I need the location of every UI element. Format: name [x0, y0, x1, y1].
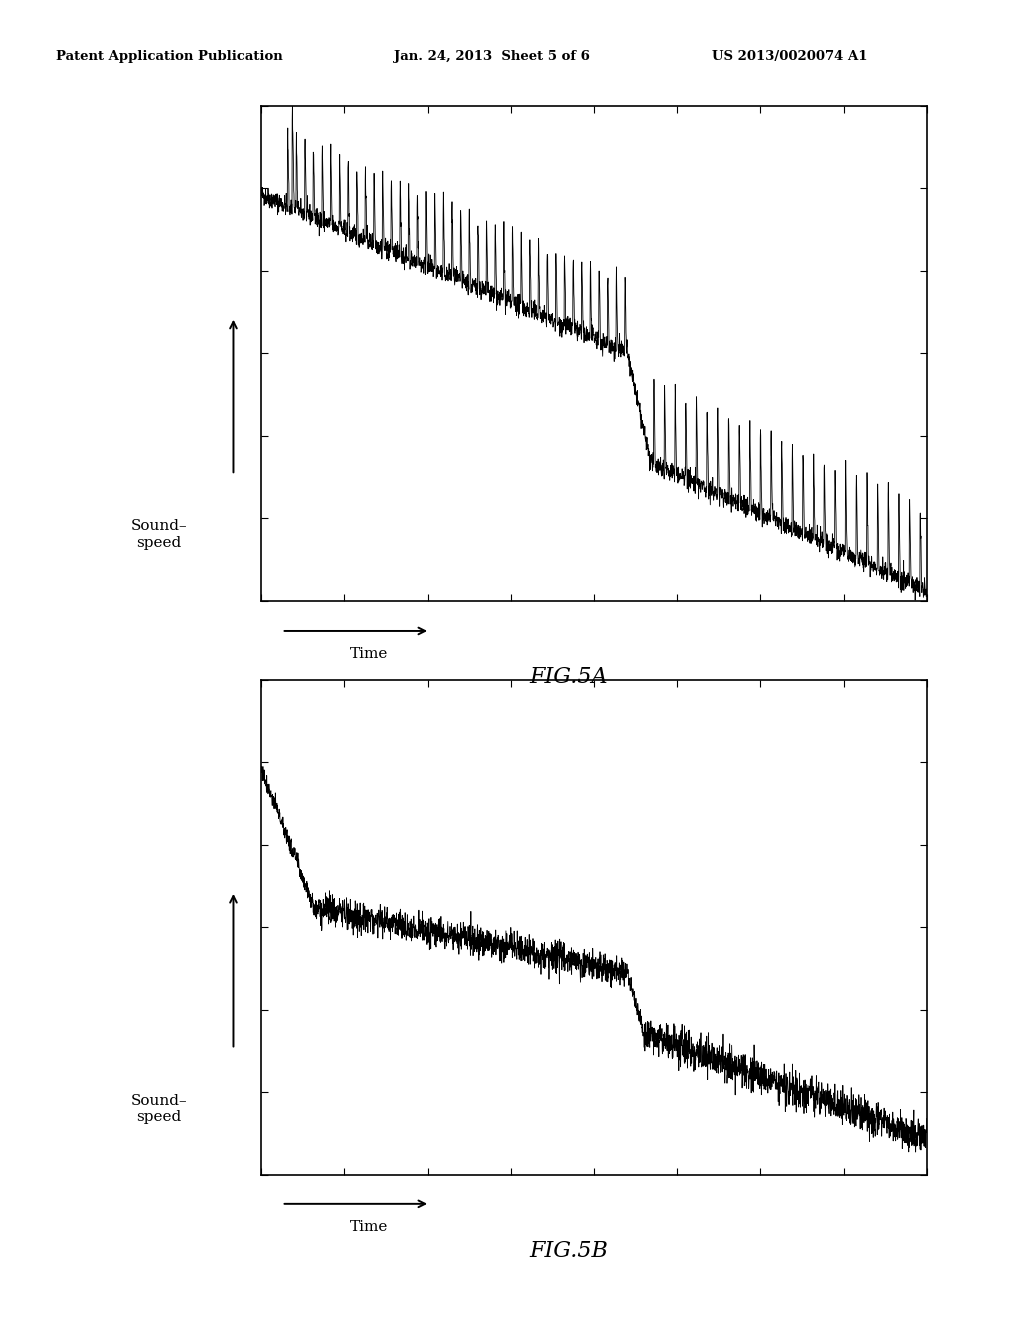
Text: FIG.5B: FIG.5B	[528, 1241, 608, 1262]
Text: Patent Application Publication: Patent Application Publication	[56, 50, 283, 63]
Text: FIG.5A: FIG.5A	[529, 667, 607, 688]
Text: Time: Time	[349, 647, 388, 661]
Text: Jan. 24, 2013  Sheet 5 of 6: Jan. 24, 2013 Sheet 5 of 6	[394, 50, 590, 63]
Text: US 2013/0020074 A1: US 2013/0020074 A1	[712, 50, 867, 63]
Text: Sound–
speed: Sound– speed	[130, 1094, 187, 1123]
Text: Sound–
speed: Sound– speed	[130, 520, 187, 549]
Text: Time: Time	[349, 1220, 388, 1234]
